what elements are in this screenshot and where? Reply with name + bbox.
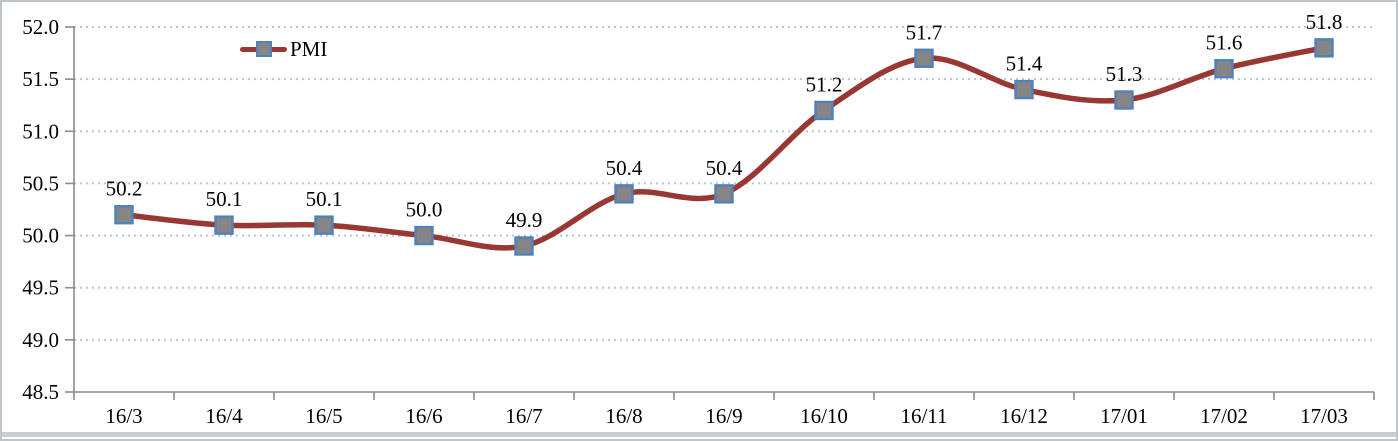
data-point-label: 49.9 xyxy=(506,208,543,232)
data-point-label: 51.6 xyxy=(1206,31,1243,55)
data-point-label: 50.4 xyxy=(706,156,743,180)
data-point-label: 50.1 xyxy=(306,187,343,211)
legend-marker-icon xyxy=(255,41,272,57)
data-point-label: 50.0 xyxy=(406,198,443,222)
x-axis-label: 16/10 xyxy=(800,404,848,428)
data-point-marker xyxy=(814,100,834,121)
data-point-label: 51.8 xyxy=(1306,10,1343,34)
x-axis-label: 17/01 xyxy=(1100,404,1148,428)
data-point-marker xyxy=(1114,90,1134,110)
data-point-marker xyxy=(1314,38,1334,58)
y-axis-label: 49.5 xyxy=(22,276,59,300)
data-point-label: 51.2 xyxy=(806,72,843,96)
data-point-marker xyxy=(314,215,334,235)
x-axis-label: 16/4 xyxy=(205,404,243,428)
window-bottom-edge xyxy=(2,432,1396,437)
y-axis-label: 50.5 xyxy=(22,171,59,195)
data-point-marker xyxy=(214,215,234,235)
x-axis-label: 17/02 xyxy=(1200,404,1248,428)
data-point-label: 51.7 xyxy=(906,20,943,44)
data-point-marker xyxy=(514,236,534,256)
chart-legend: PMI xyxy=(240,38,327,60)
data-point-label: 50.1 xyxy=(206,187,243,211)
data-point-label: 50.2 xyxy=(106,177,143,201)
pmi-series-curve xyxy=(121,45,1327,251)
data-point-marker xyxy=(1214,59,1234,79)
y-axis-label: 52.0 xyxy=(22,15,59,39)
data-point-marker xyxy=(1014,79,1034,100)
y-axis-label: 50.0 xyxy=(22,224,59,248)
data-point-marker xyxy=(114,205,134,225)
x-axis-label: 16/8 xyxy=(605,404,642,428)
legend-label: PMI xyxy=(290,37,328,61)
y-axis-label: 48.5 xyxy=(22,380,59,404)
data-point-label: 51.3 xyxy=(1106,62,1143,86)
y-axis-label: 51.5 xyxy=(22,67,59,91)
legend-line-sample xyxy=(240,41,287,57)
data-point-label: 51.4 xyxy=(1006,52,1043,76)
data-point-marker xyxy=(414,225,434,246)
data-point-marker xyxy=(914,48,934,68)
data-point-marker xyxy=(614,184,634,204)
x-axis-label: 17/03 xyxy=(1300,404,1348,428)
x-axis-label: 16/12 xyxy=(1000,404,1048,428)
x-axis-label: 16/3 xyxy=(105,404,142,428)
x-axis-label: 16/11 xyxy=(900,404,947,428)
y-axis-label: 51.0 xyxy=(22,119,59,143)
x-axis-label: 16/5 xyxy=(305,404,342,428)
y-axis-label: 49.0 xyxy=(22,328,59,352)
x-axis-label: 16/7 xyxy=(505,404,542,428)
x-axis-label: 16/6 xyxy=(405,404,442,428)
data-point-label: 50.4 xyxy=(606,156,643,180)
data-point-marker xyxy=(714,184,734,204)
x-axis-label: 16/9 xyxy=(705,404,742,428)
